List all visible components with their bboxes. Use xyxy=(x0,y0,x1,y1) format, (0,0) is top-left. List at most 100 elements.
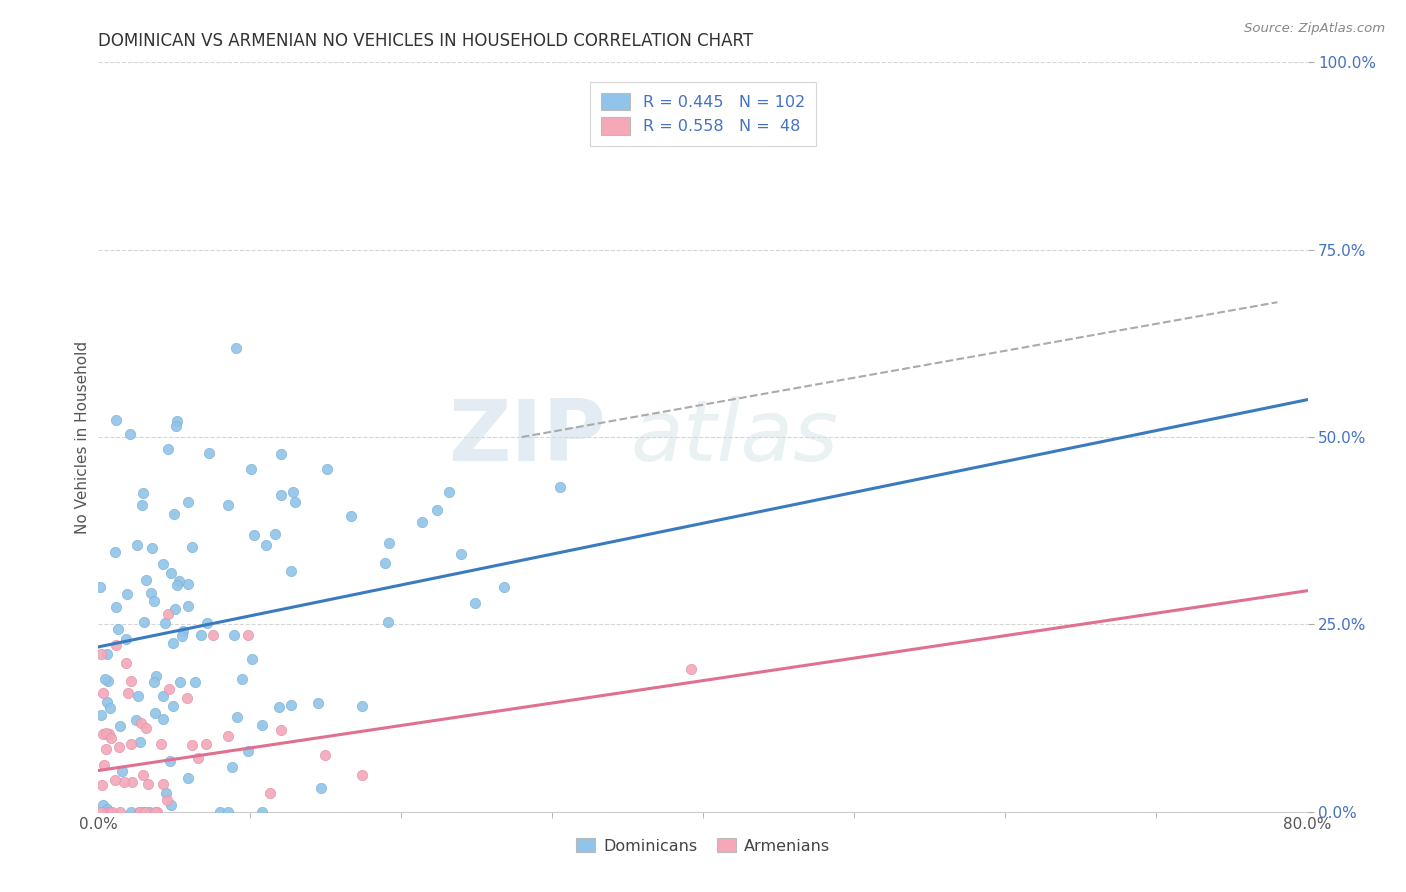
Point xyxy=(217,805,239,819)
Point xyxy=(135,721,157,735)
Point xyxy=(107,622,129,636)
Point xyxy=(96,802,118,816)
Point xyxy=(104,772,127,787)
Point xyxy=(101,805,124,819)
Point xyxy=(145,805,167,819)
Point xyxy=(93,757,115,772)
Point xyxy=(157,682,180,697)
Point xyxy=(90,805,112,819)
Point xyxy=(96,647,118,661)
Point xyxy=(153,615,176,630)
Point xyxy=(250,718,273,732)
Point xyxy=(224,628,246,642)
Point xyxy=(236,628,259,642)
Point xyxy=(141,541,163,556)
Point xyxy=(132,486,155,500)
Point xyxy=(132,805,155,819)
Point xyxy=(150,737,173,751)
Point xyxy=(177,599,200,613)
Point xyxy=(152,777,174,791)
Text: Source: ZipAtlas.com: Source: ZipAtlas.com xyxy=(1244,22,1385,36)
Point xyxy=(377,615,399,629)
Point xyxy=(190,628,212,642)
Point xyxy=(177,771,200,785)
Point xyxy=(169,674,191,689)
Point xyxy=(374,556,396,570)
Point xyxy=(115,632,138,646)
Point xyxy=(136,777,159,791)
Point xyxy=(156,793,179,807)
Point xyxy=(250,805,273,819)
Point xyxy=(120,673,142,688)
Point xyxy=(132,768,155,782)
Point xyxy=(217,729,239,743)
Point xyxy=(117,587,139,601)
Point xyxy=(107,739,129,754)
Point xyxy=(439,484,461,499)
Point xyxy=(264,527,287,541)
Point xyxy=(240,652,263,666)
Point xyxy=(187,751,209,765)
Point xyxy=(270,488,292,502)
Point xyxy=(90,647,112,661)
Point xyxy=(195,615,218,630)
Point xyxy=(98,701,121,715)
Point xyxy=(143,594,166,608)
Point xyxy=(307,696,329,710)
Legend: Dominicans, Armenians: Dominicans, Armenians xyxy=(569,831,837,860)
Point xyxy=(157,607,180,621)
Point xyxy=(152,712,174,726)
Point xyxy=(142,675,165,690)
Point xyxy=(259,786,281,800)
Point xyxy=(176,690,198,705)
Point xyxy=(177,577,200,591)
Point xyxy=(492,580,515,594)
Point xyxy=(195,737,218,751)
Point xyxy=(172,630,194,644)
Point xyxy=(143,805,166,819)
Point xyxy=(114,774,136,789)
Point xyxy=(91,778,114,792)
Point xyxy=(426,503,449,517)
Point xyxy=(128,805,150,819)
Point xyxy=(172,624,194,639)
Text: ZIP: ZIP xyxy=(449,395,606,479)
Point xyxy=(128,805,150,819)
Point xyxy=(152,689,174,703)
Point xyxy=(548,480,571,494)
Point xyxy=(120,427,142,442)
Point xyxy=(110,719,132,733)
Point xyxy=(96,695,118,709)
Point xyxy=(270,447,292,461)
Point xyxy=(120,738,142,752)
Point xyxy=(166,414,188,428)
Point xyxy=(127,690,149,704)
Point xyxy=(131,498,153,512)
Point xyxy=(105,413,128,427)
Point xyxy=(90,707,112,722)
Point xyxy=(231,672,253,686)
Point xyxy=(221,760,243,774)
Y-axis label: No Vehicles in Household: No Vehicles in Household xyxy=(75,341,90,533)
Point xyxy=(240,462,263,476)
Point xyxy=(94,726,117,740)
Point xyxy=(267,700,290,714)
Point xyxy=(159,754,181,768)
Point xyxy=(152,557,174,571)
Point xyxy=(166,578,188,592)
Point xyxy=(160,566,183,581)
Point xyxy=(97,673,120,688)
Point xyxy=(162,698,184,713)
Point xyxy=(89,580,111,594)
Point xyxy=(115,656,138,670)
Point xyxy=(132,615,155,629)
Point xyxy=(134,805,156,819)
Point xyxy=(352,698,374,713)
Point xyxy=(202,628,225,642)
Point xyxy=(339,508,361,523)
Point xyxy=(139,585,162,599)
Point xyxy=(105,638,128,652)
Point xyxy=(97,727,120,741)
Point xyxy=(94,742,117,756)
Point xyxy=(315,462,337,476)
